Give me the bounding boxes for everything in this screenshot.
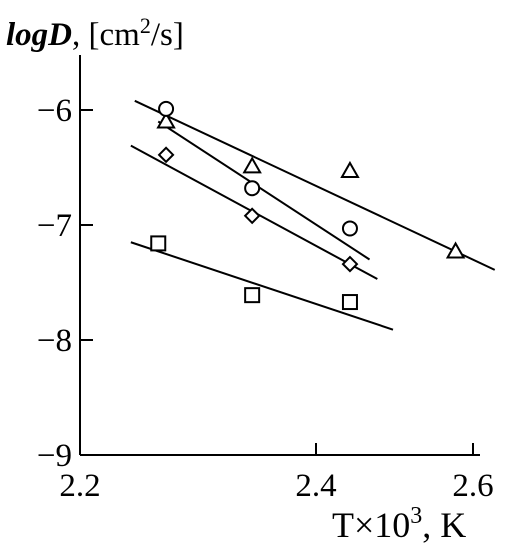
fit-line-square <box>130 241 394 331</box>
y-axis-label-tail: /s] <box>151 17 184 53</box>
marker-triangle <box>340 160 360 178</box>
y-tick-label: −8 <box>37 323 72 359</box>
y-axis-label: logD, [cm2/s] <box>6 13 184 53</box>
fit-lines <box>130 99 496 331</box>
marker-square <box>150 235 167 252</box>
y-axis-label-sup: 2 <box>140 13 151 38</box>
x-axis-label-main: T×10 <box>332 505 410 545</box>
fit-line-triangle <box>134 99 496 271</box>
x-axis-label-sup: 3 <box>410 503 422 529</box>
marker-diamond <box>341 255 359 273</box>
marker-triangle <box>156 111 176 129</box>
marker-circle <box>244 180 261 197</box>
ticks: −6 −7 −8 −92.2 2.4 2.6 <box>37 93 494 504</box>
marker-circle <box>341 220 358 237</box>
x-tick-label: 2.4 <box>295 468 336 504</box>
fit-line-circle <box>157 120 371 261</box>
marker-diamond <box>243 207 261 225</box>
marker-triangle <box>242 156 262 174</box>
marker-square <box>341 294 358 311</box>
y-tick-label: −6 <box>37 93 72 129</box>
y-tick-label: −9 <box>37 438 72 474</box>
x-tick-label: 2.6 <box>452 468 493 504</box>
data-markers <box>150 100 466 311</box>
marker-diamond <box>157 146 175 164</box>
y-axis-label-unit: , [cm <box>72 17 140 53</box>
x-tick-label: 2.2 <box>59 468 100 504</box>
marker-circle <box>158 100 175 117</box>
x-axis-label: T×103, K <box>332 503 466 545</box>
marker-triangle <box>445 241 466 259</box>
y-tick-label: −7 <box>37 208 72 244</box>
marker-square <box>244 287 261 304</box>
y-axis-label-main: logD <box>6 17 72 53</box>
x-axis-label-tail: , K <box>422 505 466 545</box>
